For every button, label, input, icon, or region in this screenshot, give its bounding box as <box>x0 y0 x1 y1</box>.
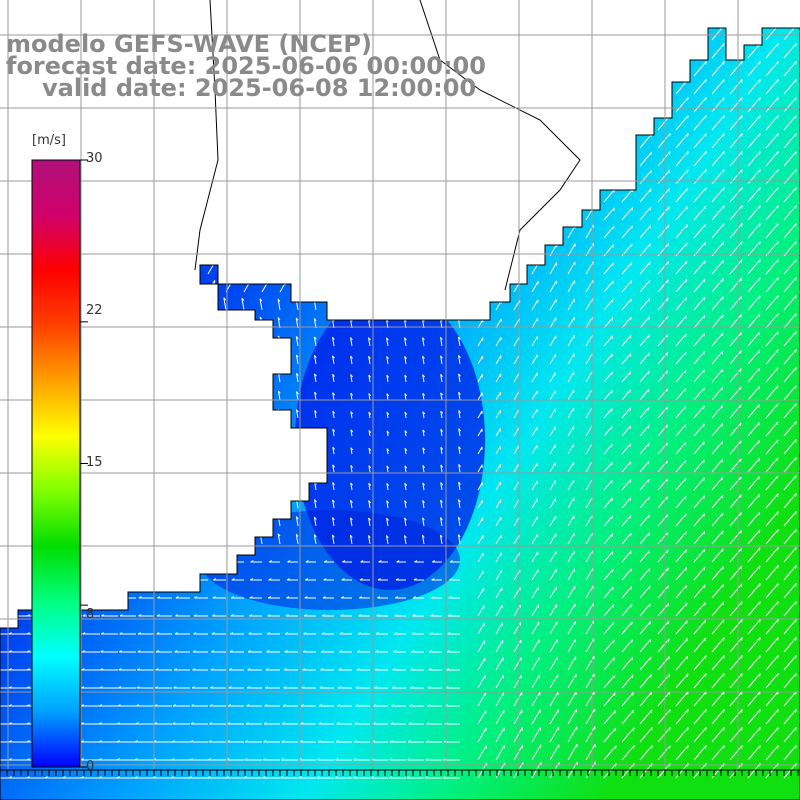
model-title: modelo GEFS-WAVE (NCEP) <box>6 30 372 58</box>
coastline <box>0 27 800 800</box>
colorbar-tick-15: 15 <box>86 455 103 470</box>
valid-date-label: valid date: 2025-06-08 12:00:00 <box>42 74 477 102</box>
colorbar <box>31 159 81 768</box>
colorbar-tick-8: 8 <box>86 607 95 622</box>
border-line <box>194 0 219 271</box>
border-line <box>419 0 581 291</box>
colorbar-unit-label: [m/s] <box>32 133 66 148</box>
colorbar-tick-22: 22 <box>86 303 103 318</box>
map-frame <box>0 769 800 776</box>
forecast-date-label: forecast date: 2025-06-06 00:00:00 <box>6 52 486 80</box>
colorbar-tick-0: 0 <box>86 759 95 774</box>
graticule <box>0 0 800 770</box>
colorbar-tick-30: 30 <box>86 151 103 166</box>
